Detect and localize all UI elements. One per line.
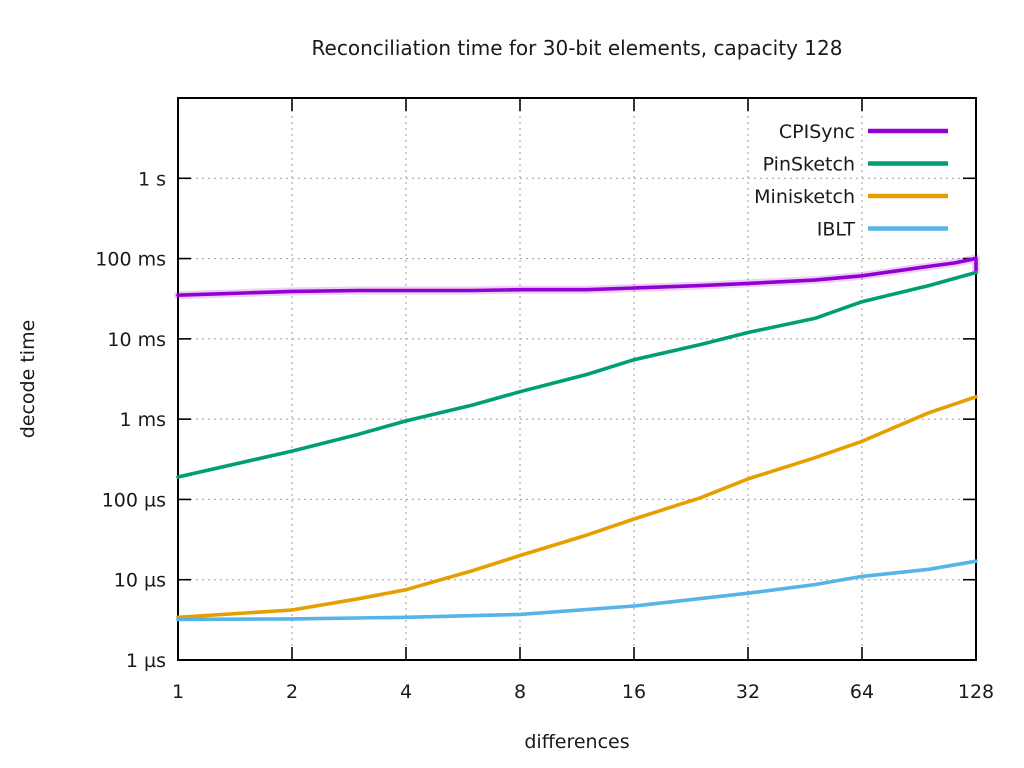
y-tick-label: 1 µs (126, 650, 166, 672)
series-line-cpisync (176, 256, 978, 298)
x-tick-label: 2 (286, 681, 298, 703)
x-tick-label: 16 (622, 681, 646, 703)
series-line-minisketch (176, 394, 978, 620)
y-tick-label: 10 ms (107, 329, 166, 351)
y-tick-label: 10 µs (114, 570, 166, 592)
x-tick-label: 32 (736, 681, 760, 703)
legend-label-iblt: IBLT (817, 219, 856, 241)
series-line-pinsketch (176, 270, 978, 479)
legend-label-pinsketch: PinSketch (763, 154, 855, 176)
y-tick-label: 1 ms (119, 409, 166, 431)
x-tick-label: 128 (958, 681, 994, 703)
y-tick-label: 1 s (138, 168, 166, 190)
y-tick-label: 100 ms (95, 249, 166, 271)
x-tick-label: 1 (172, 681, 184, 703)
x-tick-label: 64 (850, 681, 874, 703)
x-tick-label: 4 (400, 681, 412, 703)
x-tick-label: 8 (514, 681, 526, 703)
series-line-iblt (176, 559, 978, 622)
plot-border (177, 97, 977, 661)
legend-label-cpisync: CPISync (779, 121, 855, 143)
chart-title: Reconciliation time for 30-bit elements,… (311, 36, 843, 60)
legend-label-minisketch: Minisketch (754, 186, 855, 208)
x-axis-label: differences (524, 731, 630, 753)
y-tick-label: 100 µs (102, 489, 166, 511)
